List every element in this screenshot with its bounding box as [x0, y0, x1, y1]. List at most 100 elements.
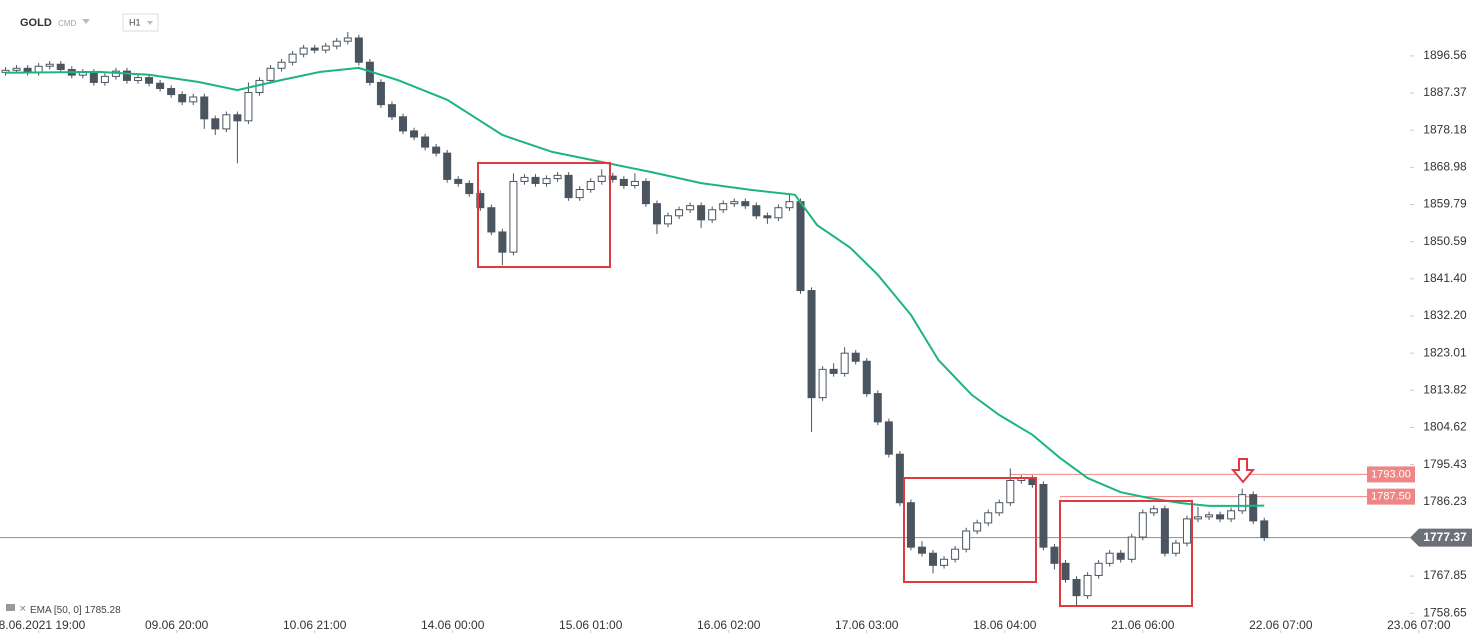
level-badge	[1367, 488, 1415, 505]
candle-body	[56, 63, 65, 71]
candle-body	[929, 552, 938, 566]
last-price-label: 1777.37	[1423, 530, 1467, 544]
annotation-arrow	[1230, 458, 1256, 484]
indicator-icon[interactable]	[6, 604, 15, 611]
y-tick-label: 1767.85	[1423, 568, 1467, 582]
candle-body	[1227, 510, 1236, 520]
candle-body	[807, 290, 816, 399]
candle-body	[1050, 546, 1059, 564]
symbol[interactable]: GOLD	[20, 17, 52, 29]
indicator-close[interactable]: ✕	[19, 603, 27, 613]
interval-box[interactable]	[122, 13, 159, 32]
x-tick-label: 14.06 00:00	[421, 618, 485, 632]
y-tick-label: 1804.62	[1423, 420, 1467, 434]
x-tick-label: 09.06 20:00	[145, 618, 209, 632]
candle-body	[432, 146, 441, 154]
annotation-box	[1059, 500, 1193, 607]
candle-body	[189, 96, 198, 103]
candle-body	[873, 393, 882, 423]
y-tick-label: 1878.18	[1423, 122, 1467, 136]
x-tick-label: 15.06 01:00	[559, 618, 623, 632]
candle-body	[884, 421, 893, 455]
candle-body	[851, 352, 860, 362]
candle-body	[708, 209, 717, 221]
candle-body	[376, 81, 385, 106]
x-tick-label: 08.06.2021 19:00	[0, 618, 86, 632]
y-tick-label: 1887.37	[1423, 85, 1467, 99]
candle-body	[443, 152, 452, 180]
y-tick-label: 1841.40	[1423, 271, 1467, 285]
candle-body	[1249, 494, 1258, 522]
x-tick-label: 23.06 07:00	[1387, 618, 1451, 632]
candle-body	[752, 205, 761, 217]
candle-body	[520, 176, 529, 182]
candle-body	[1105, 552, 1114, 564]
candle-body	[1216, 514, 1225, 520]
candle-body	[476, 193, 485, 209]
candle-body	[564, 174, 573, 199]
x-tick-label: 22.06 07:00	[1249, 618, 1313, 632]
candle-body	[1127, 536, 1136, 560]
candle-body	[962, 530, 971, 550]
candle-body	[575, 189, 584, 199]
annotation-box	[477, 162, 611, 268]
candle-body	[244, 92, 253, 122]
candle-body	[200, 96, 209, 120]
candle-body	[45, 63, 54, 67]
candle-body	[89, 71, 98, 83]
candle-body	[12, 67, 21, 71]
interval[interactable]: H1	[129, 17, 141, 27]
candle-body	[818, 368, 827, 399]
candle-body	[1260, 520, 1269, 539]
x-tick-label: 18.06 04:00	[973, 618, 1037, 632]
y-tick-label: 1896.56	[1423, 48, 1467, 62]
candle-body	[741, 201, 750, 207]
candle-body	[399, 116, 408, 132]
candle-body	[719, 203, 728, 211]
y-tick-label: 1786.23	[1423, 494, 1467, 508]
candle-body	[895, 453, 904, 504]
y-tick-label: 1823.01	[1423, 345, 1467, 359]
candle-body	[774, 207, 783, 219]
level-badge	[1367, 466, 1415, 483]
candle-body	[1006, 479, 1015, 504]
candle-body	[310, 47, 319, 51]
candle-body	[1238, 494, 1247, 512]
candle-body	[266, 67, 275, 81]
indicator-legend: EMA [50, 0] 1785.28	[30, 605, 121, 616]
candle-body	[1194, 516, 1203, 520]
candle-body	[531, 176, 540, 184]
candle-body	[178, 94, 187, 103]
candle-body	[730, 201, 739, 205]
symbol-dropdown[interactable]	[82, 19, 90, 24]
candle-body	[1083, 574, 1092, 597]
candle-body	[785, 201, 794, 209]
candle-body	[586, 180, 595, 191]
candle-body	[796, 201, 805, 292]
candle-body	[641, 180, 650, 205]
candle-body	[122, 70, 131, 81]
plot-area	[0, 31, 1410, 606]
candle-body	[299, 47, 308, 55]
candle-body	[951, 548, 960, 560]
candle-body	[156, 82, 165, 89]
x-tick-label: 10.06 21:00	[283, 618, 347, 632]
level-label: 1787.50	[1371, 491, 1411, 503]
candle-body	[597, 175, 606, 182]
candle-body	[421, 136, 430, 148]
candle-body	[145, 77, 154, 84]
candle-body	[542, 178, 551, 184]
candle-body	[277, 61, 286, 69]
candle-body	[697, 205, 706, 221]
candle-body	[233, 114, 242, 122]
candle-body	[387, 104, 396, 118]
ema-line	[5, 66, 1265, 507]
candle-body	[675, 209, 684, 217]
interval-dropdown[interactable]	[147, 21, 153, 25]
candle-body	[465, 182, 474, 195]
candle-body	[1116, 552, 1125, 560]
candle-body	[222, 114, 231, 130]
candle-body	[509, 180, 518, 253]
candle-body	[332, 40, 341, 47]
